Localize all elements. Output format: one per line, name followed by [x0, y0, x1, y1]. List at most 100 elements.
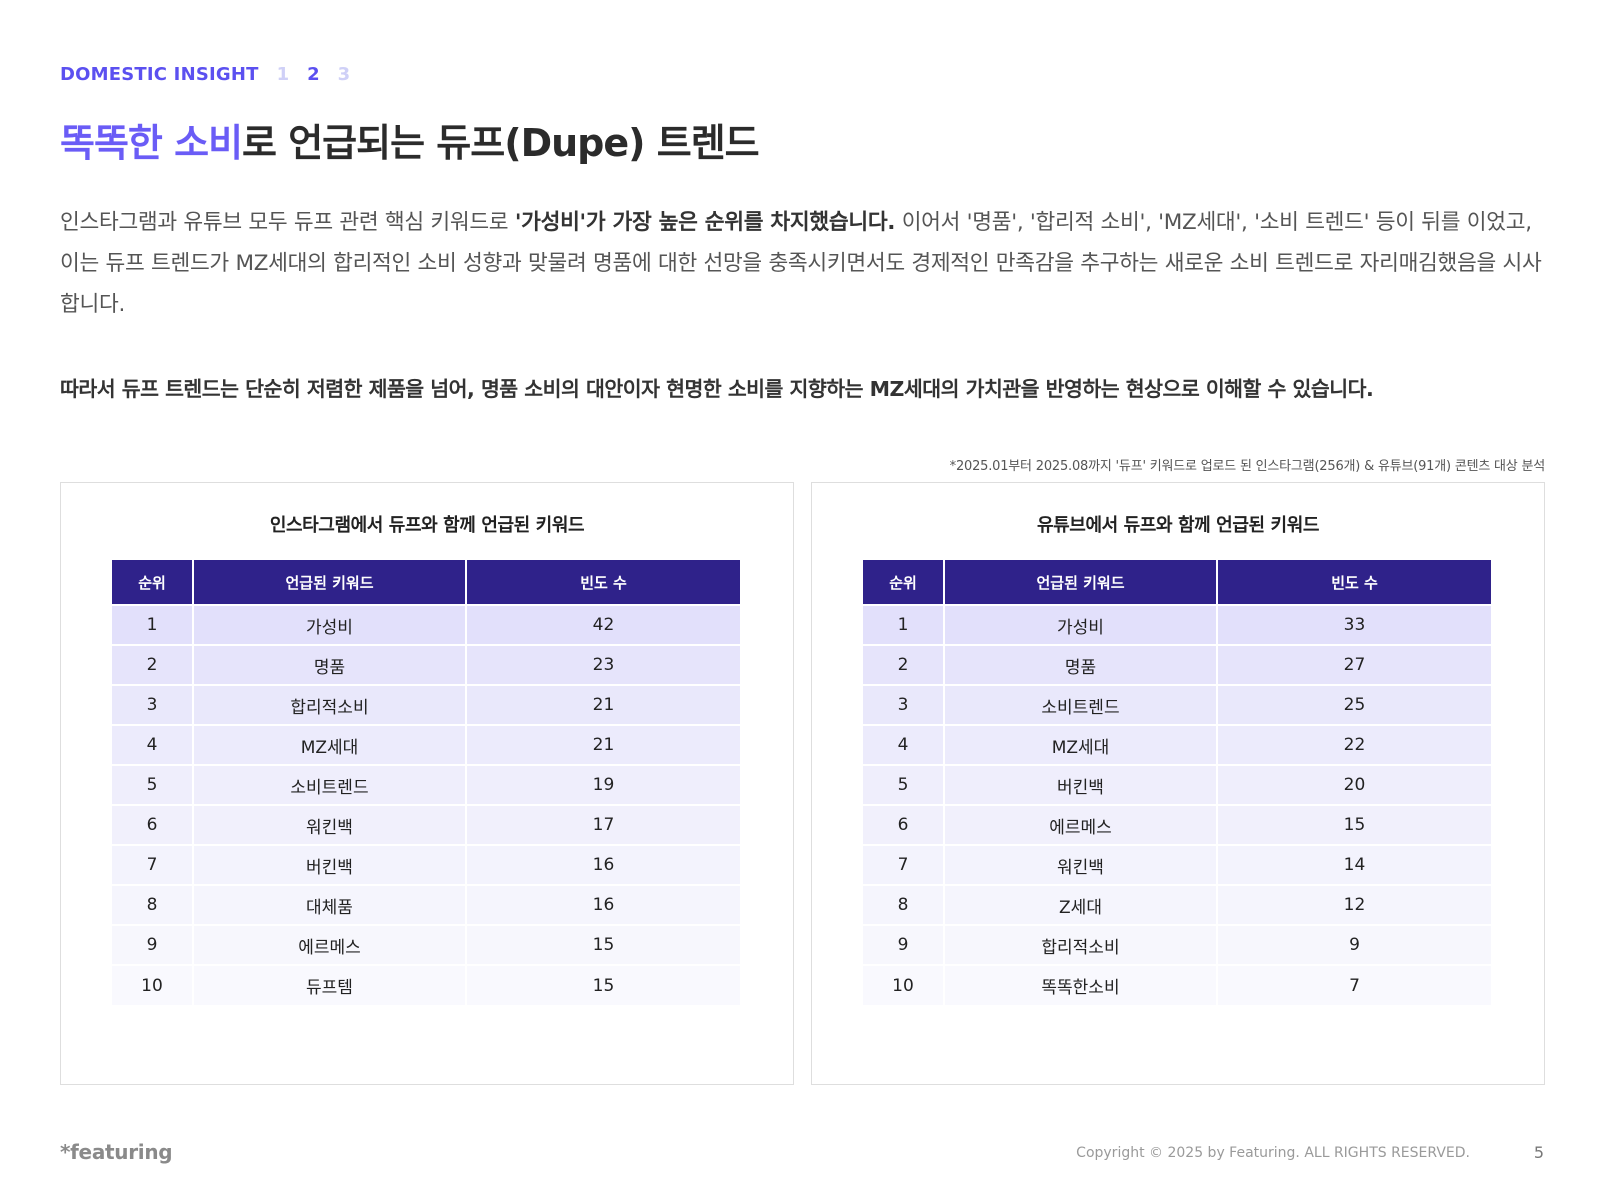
count-cell: 25 [1217, 684, 1491, 725]
paragraph-bold: '가성비'가 가장 높은 순위를 차지했습니다. [514, 210, 896, 235]
footer-page-number: 5 [1533, 1143, 1544, 1162]
rank-cell: 9 [863, 924, 945, 965]
keyword-cell: 소비트렌드 [193, 764, 467, 805]
copyright-text: Copyright © 2025 by Featuring. ALL RIGHT… [1076, 1145, 1470, 1161]
keyword-cell: 가성비 [193, 604, 467, 645]
table-row: 5 버킨백 20 [863, 764, 1491, 805]
table-row: 8 대체품 16 [112, 884, 740, 925]
table-row: 4 MZ세대 21 [112, 724, 740, 765]
rank-cell: 5 [863, 764, 945, 805]
rank-cell: 6 [863, 804, 945, 845]
table-row: 3 합리적소비 21 [112, 684, 740, 725]
rank-cell: 4 [112, 724, 194, 765]
table-row: 10 똑똑한소비 7 [863, 964, 1491, 1005]
conclusion-text: 따라서 듀프 트렌드는 단순히 저렴한 제품을 넘어, 명품 소비의 대안이자 … [60, 377, 1374, 401]
keyword-cell: 합리적소비 [193, 684, 467, 725]
rank-cell: 4 [863, 724, 945, 765]
count-cell: 15 [1217, 804, 1491, 845]
title-highlight: 똑똑한 소비 [60, 121, 243, 165]
nav-page-1[interactable]: 1 [276, 64, 290, 85]
table-row: 9 에르메스 15 [112, 924, 740, 965]
keyword-cell: MZ세대 [944, 724, 1218, 765]
column-header-rank: 순위 [112, 560, 194, 605]
count-cell: 23 [466, 644, 740, 685]
count-cell: 14 [1217, 844, 1491, 885]
nav-page-2[interactable]: 2 [307, 64, 320, 85]
table-row: 2 명품 27 [863, 644, 1491, 685]
keyword-cell: 버킨백 [193, 844, 467, 885]
rank-cell: 3 [863, 684, 945, 725]
rank-cell: 3 [112, 684, 194, 725]
table-row: 6 워킨백 17 [112, 804, 740, 845]
table-row: 5 소비트렌드 19 [112, 764, 740, 805]
count-cell: 20 [1217, 764, 1491, 805]
column-header-keyword: 언급된 키워드 [944, 560, 1218, 605]
count-cell: 42 [466, 604, 740, 645]
keyword-cell: 똑똑한소비 [944, 964, 1218, 1005]
column-header-count: 빈도 수 [1217, 560, 1491, 605]
rank-cell: 5 [112, 764, 194, 805]
count-cell: 19 [466, 764, 740, 805]
section-label: DOMESTIC INSIGHT [60, 64, 259, 85]
keyword-cell: 명품 [193, 644, 467, 685]
count-cell: 7 [1217, 964, 1491, 1005]
page-title: 똑똑한 소비로 언급되는 듀프(Dupe) 트렌드 [60, 112, 760, 167]
keyword-cell: 워킨백 [944, 844, 1218, 885]
table-row: 1 가성비 42 [112, 604, 740, 645]
table-row: 8 Z세대 12 [863, 884, 1491, 925]
rank-cell: 10 [112, 964, 194, 1005]
count-cell: 9 [1217, 924, 1491, 965]
instagram-keyword-table: 순위 언급된 키워드 빈도 수 1 가성비 42 2 명품 23 3 합리적소비 21 4 MZ세대… [112, 560, 740, 1005]
table-row: 4 MZ세대 22 [863, 724, 1491, 765]
table-row: 3 소비트렌드 25 [863, 684, 1491, 725]
instagram-panel: 인스타그램에서 듀프와 함께 언급된 키워드 순위 언급된 키워드 빈도 수 1… [60, 482, 794, 1085]
rank-cell: 1 [863, 604, 945, 645]
rank-cell: 8 [112, 884, 194, 925]
paragraph-part2: 이어서 '명품', '합리적 소비', 'MZ세대', '소비 트렌드' 등이 … [60, 210, 1542, 317]
keyword-cell: MZ세대 [193, 724, 467, 765]
count-cell: 33 [1217, 604, 1491, 645]
table-row: 7 버킨백 16 [112, 844, 740, 885]
keyword-cell: 듀프템 [193, 964, 467, 1005]
keyword-cell: 가성비 [944, 604, 1218, 645]
count-cell: 22 [1217, 724, 1491, 765]
paragraph-part1: 인스타그램과 유튜브 모두 듀프 관련 핵심 키워드로 [60, 210, 515, 235]
table-header-row: 순위 언급된 키워드 빈도 수 [112, 560, 740, 605]
title-rest: 로 언급되는 듀프(Dupe) 트렌드 [242, 121, 760, 165]
featuring-logo: *featuring [60, 1140, 173, 1164]
youtube-panel-title: 유튜브에서 듀프와 함께 언급된 키워드 [1036, 515, 1320, 536]
instagram-panel-title: 인스타그램에서 듀프와 함께 언급된 키워드 [269, 515, 585, 536]
keyword-cell: 워킨백 [193, 804, 467, 845]
youtube-panel: 유튜브에서 듀프와 함께 언급된 키워드 순위 언급된 키워드 빈도 수 1 가성… [811, 482, 1545, 1085]
table-row: 6 에르메스 15 [863, 804, 1491, 845]
keyword-cell: 합리적소비 [944, 924, 1218, 965]
count-cell: 27 [1217, 644, 1491, 685]
count-cell: 17 [466, 804, 740, 845]
keyword-cell: 에르메스 [193, 924, 467, 965]
rank-cell: 10 [863, 964, 945, 1005]
column-header-keyword: 언급된 키워드 [193, 560, 467, 605]
keyword-cell: 소비트렌드 [944, 684, 1218, 725]
count-cell: 16 [466, 844, 740, 885]
table-row: 7 워킨백 14 [863, 844, 1491, 885]
column-header-count: 빈도 수 [466, 560, 740, 605]
keyword-cell: 에르메스 [944, 804, 1218, 845]
count-cell: 16 [466, 884, 740, 925]
nav-page-3[interactable]: 3 [337, 64, 351, 85]
rank-cell: 2 [112, 644, 194, 685]
count-cell: 21 [466, 684, 740, 725]
rank-cell: 6 [112, 804, 194, 845]
header-nav: DOMESTIC INSIGHT 1 2 3 [60, 64, 350, 85]
table-row: 1 가성비 33 [863, 604, 1491, 645]
keyword-cell: 대체품 [193, 884, 467, 925]
keyword-cell: 명품 [944, 644, 1218, 685]
rank-cell: 7 [112, 844, 194, 885]
table-row: 10 듀프템 15 [112, 964, 740, 1005]
rank-cell: 7 [863, 844, 945, 885]
table-header-row: 순위 언급된 키워드 빈도 수 [863, 560, 1491, 605]
count-cell: 15 [466, 964, 740, 1005]
rank-cell: 9 [112, 924, 194, 965]
footnote: *2025.01부터 2025.08까지 '듀프' 키워드로 업로드 된 인스타… [949, 459, 1546, 474]
keyword-cell: Z세대 [944, 884, 1218, 925]
